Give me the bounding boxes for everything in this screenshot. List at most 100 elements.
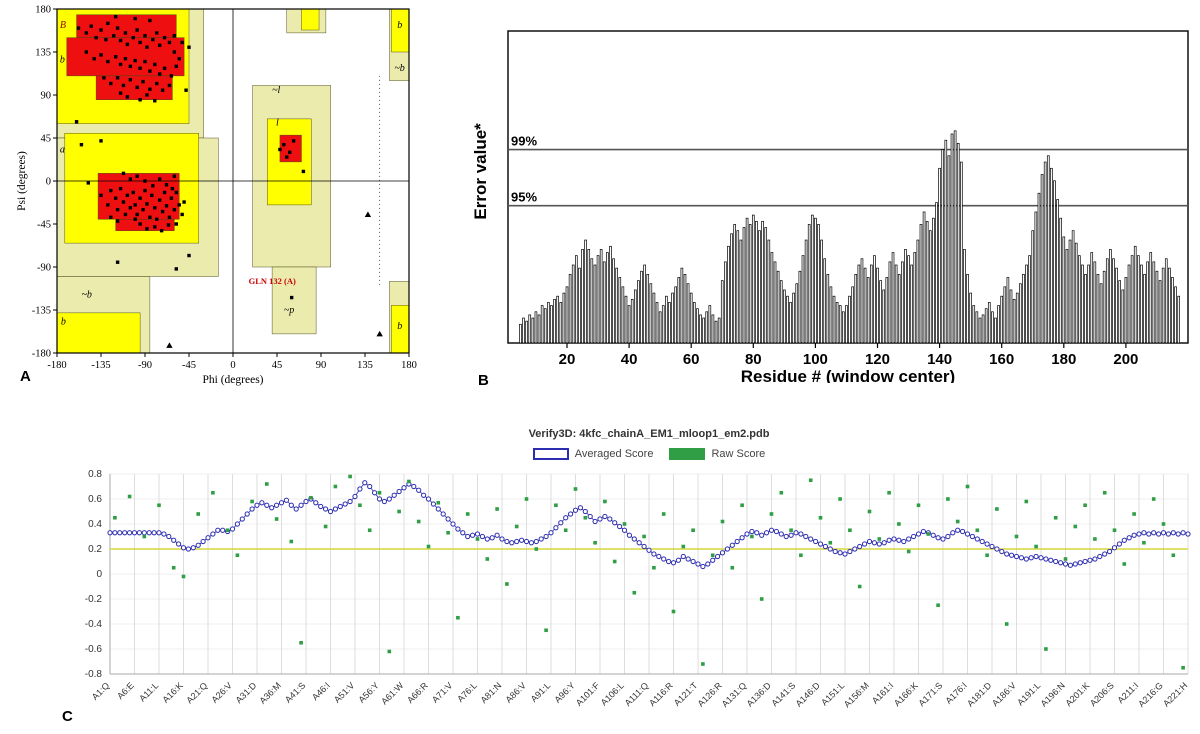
svg-text:A71:V: A71:V bbox=[430, 680, 454, 704]
svg-text:b: b bbox=[61, 316, 66, 327]
svg-text:A11:L: A11:L bbox=[137, 680, 160, 703]
svg-text:~l: ~l bbox=[272, 85, 280, 96]
svg-text:l: l bbox=[276, 118, 279, 129]
svg-text:Psi (degrees): Psi (degrees) bbox=[16, 151, 28, 211]
svg-text:60: 60 bbox=[683, 351, 700, 368]
svg-text:-0.2: -0.2 bbox=[85, 594, 103, 605]
svg-text:A146:D: A146:D bbox=[794, 680, 823, 709]
svg-text:A156:M: A156:M bbox=[842, 680, 871, 709]
svg-text:0.6: 0.6 bbox=[88, 494, 102, 505]
svg-text:-0.8: -0.8 bbox=[85, 669, 103, 680]
svg-text:a: a bbox=[60, 144, 65, 155]
svg-text:99%: 99% bbox=[511, 134, 537, 149]
svg-text:A41:S: A41:S bbox=[283, 680, 307, 704]
panel-b-label: B bbox=[478, 372, 489, 389]
svg-text:A216:G: A216:G bbox=[1136, 680, 1165, 709]
raw-score-swatch bbox=[669, 448, 706, 460]
svg-text:40: 40 bbox=[621, 351, 638, 368]
svg-text:-45: -45 bbox=[37, 220, 51, 231]
svg-text:A116:R: A116:R bbox=[647, 680, 675, 708]
verify3d-legend: Averaged Score Raw Score bbox=[110, 444, 1188, 464]
verify3d-panel: Verify3D: 4kfc_chainA_EM1_mloop1_em2.pdb… bbox=[48, 428, 1200, 733]
svg-text:90: 90 bbox=[41, 91, 52, 102]
svg-text:A191:L: A191:L bbox=[1015, 680, 1042, 707]
svg-text:180: 180 bbox=[1051, 351, 1076, 368]
svg-text:-180: -180 bbox=[32, 349, 51, 360]
svg-text:-135: -135 bbox=[91, 360, 110, 371]
svg-text:135: 135 bbox=[357, 360, 373, 371]
svg-text:A206:S: A206:S bbox=[1088, 680, 1116, 708]
averaged-score-swatch bbox=[532, 448, 569, 460]
svg-text:A221:H: A221:H bbox=[1161, 680, 1189, 708]
panel-c-label: C bbox=[62, 708, 73, 725]
svg-text:Error value*: Error value* bbox=[471, 123, 490, 220]
svg-text:~p: ~p bbox=[284, 305, 294, 316]
legend-item-averaged: Averaged Score bbox=[532, 448, 653, 460]
svg-text:A121:T: A121:T bbox=[672, 680, 700, 708]
svg-text:b: b bbox=[397, 321, 402, 332]
svg-text:200: 200 bbox=[1113, 351, 1138, 368]
svg-text:b: b bbox=[60, 55, 65, 66]
svg-text:A51:V: A51:V bbox=[332, 680, 356, 704]
svg-text:180: 180 bbox=[35, 5, 51, 16]
svg-text:A56:Y: A56:Y bbox=[356, 680, 380, 704]
errat-plot: 99% 95% 20 40 60 80 100 120 140 160 180 200 Residue … bbox=[471, 30, 1189, 386]
svg-text:A196:N: A196:N bbox=[1039, 680, 1067, 708]
svg-text:A201:K: A201:K bbox=[1063, 680, 1091, 708]
svg-text:45: 45 bbox=[272, 360, 283, 371]
raw-score-label: Raw Score bbox=[711, 448, 766, 460]
svg-text:0: 0 bbox=[46, 177, 51, 188]
svg-text:0.4: 0.4 bbox=[88, 519, 102, 530]
svg-text:A166:K: A166:K bbox=[892, 680, 920, 708]
svg-text:0.2: 0.2 bbox=[88, 544, 102, 555]
svg-text:-45: -45 bbox=[182, 360, 196, 371]
svg-text:0.8: 0.8 bbox=[88, 469, 102, 480]
svg-text:A101:F: A101:F bbox=[574, 680, 602, 708]
svg-text:120: 120 bbox=[865, 351, 890, 368]
svg-text:A141:S: A141:S bbox=[769, 680, 797, 708]
svg-text:A131:Q: A131:Q bbox=[720, 680, 749, 709]
svg-text:A31:D: A31:D bbox=[234, 680, 259, 705]
svg-text:45: 45 bbox=[41, 134, 52, 145]
svg-text:B: B bbox=[60, 20, 66, 31]
svg-text:A106:L: A106:L bbox=[599, 680, 626, 707]
svg-text:20: 20 bbox=[559, 351, 576, 368]
svg-text:A86:V: A86:V bbox=[503, 680, 527, 704]
svg-text:80: 80 bbox=[745, 351, 762, 368]
svg-text:0: 0 bbox=[230, 360, 235, 371]
svg-text:180: 180 bbox=[401, 360, 417, 371]
verify3d-title: Verify3D: 4kfc_chainA_EM1_mloop1_em2.pdb bbox=[528, 428, 770, 440]
svg-text:A46:I: A46:I bbox=[310, 680, 332, 702]
svg-text:A26:V: A26:V bbox=[209, 680, 233, 704]
svg-text:A61:W: A61:W bbox=[379, 680, 406, 707]
svg-text:-0.4: -0.4 bbox=[85, 619, 103, 630]
svg-text:135: 135 bbox=[35, 48, 51, 59]
svg-text:A36:M: A36:M bbox=[257, 680, 282, 705]
legend-item-raw: Raw Score bbox=[669, 448, 765, 460]
ramachandran-panel: -180 -180 -135 -135 -90 -90 -45 -45 0 0 45 45 90 90 13… bbox=[13, 3, 425, 398]
svg-text:A1:Q: A1:Q bbox=[90, 680, 112, 702]
svg-text:b: b bbox=[397, 20, 402, 31]
svg-text:-90: -90 bbox=[37, 263, 51, 274]
svg-text:90: 90 bbox=[316, 360, 327, 371]
svg-text:A66:R: A66:R bbox=[405, 680, 430, 705]
svg-text:160: 160 bbox=[989, 351, 1014, 368]
ramachandran-plot: -180-180 -135 -135 -90 -90 -45 -45 0 0 45 45 90 90 13… bbox=[16, 5, 417, 387]
svg-text:A16:K: A16:K bbox=[160, 680, 184, 704]
svg-text:A186:V: A186:V bbox=[990, 680, 1018, 708]
svg-text:A6:E: A6:E bbox=[115, 680, 136, 701]
svg-text:-90: -90 bbox=[138, 360, 152, 371]
svg-text:-0.6: -0.6 bbox=[85, 644, 103, 655]
svg-text:-135: -135 bbox=[32, 306, 51, 317]
svg-text:Residue # (window center): Residue # (window center) bbox=[741, 367, 955, 383]
svg-text:A126:R: A126:R bbox=[696, 680, 725, 709]
errat-panel: 99% 95% 20 40 60 80 100 120 140 160 180 200 Residue … bbox=[470, 5, 1195, 388]
svg-text:GLN 132 (A): GLN 132 (A) bbox=[249, 276, 296, 286]
svg-text:100: 100 bbox=[803, 351, 828, 368]
svg-text:95%: 95% bbox=[511, 190, 537, 205]
svg-text:0: 0 bbox=[96, 569, 102, 580]
svg-text:A181:D: A181:D bbox=[965, 680, 994, 709]
verify3d-plot: 0.80.60.40.20-0.2-0.4-0.6-0.8A1:Q A6:E A11… bbox=[85, 469, 1191, 709]
svg-text:A136:D: A136:D bbox=[745, 680, 774, 709]
